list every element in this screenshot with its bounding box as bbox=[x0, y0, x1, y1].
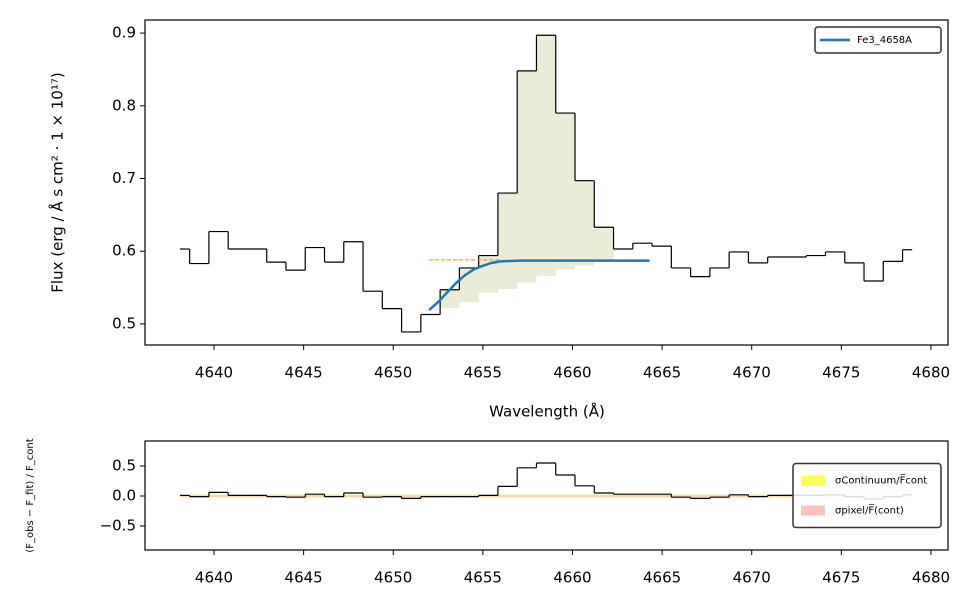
x-tick-label: 4645 bbox=[285, 569, 323, 587]
legend-frame bbox=[792, 462, 942, 529]
y-tick-label: 0.7 bbox=[112, 169, 136, 187]
x-tick-label: 4680 bbox=[912, 569, 950, 587]
x-tick-label: 4650 bbox=[374, 364, 412, 382]
error-band bbox=[179, 494, 913, 498]
y-tick-label: 0.5 bbox=[112, 457, 136, 475]
y-tick-label: 0.0 bbox=[112, 487, 136, 505]
x-tick-label: 4640 bbox=[195, 364, 233, 382]
fill-area bbox=[536, 35, 556, 276]
x-tick-label: 4660 bbox=[553, 364, 591, 382]
legend-label: σContinuum/F̅cont bbox=[835, 474, 927, 487]
x-tick-label: 4650 bbox=[374, 569, 412, 587]
x-tick-label: 4675 bbox=[822, 364, 860, 382]
fill-area bbox=[574, 180, 595, 266]
x-axis-label: Wavelength (Å) bbox=[489, 402, 605, 421]
legend-frame bbox=[814, 26, 942, 54]
axes-frame bbox=[144, 440, 949, 551]
y-tick-label: 0.9 bbox=[112, 24, 136, 42]
y-axis-label: (F_obs − F_fit) / F_cont bbox=[25, 438, 36, 552]
legend-swatch bbox=[801, 505, 825, 516]
x-tick-label: 4655 bbox=[464, 364, 502, 382]
y-tick-label: −0.5 bbox=[100, 517, 136, 535]
x-tick-label: 4665 bbox=[643, 364, 681, 382]
x-tick-label: 4660 bbox=[553, 569, 591, 587]
legend-label: Fe3_4658A bbox=[857, 35, 912, 46]
x-tick-label: 4645 bbox=[285, 364, 323, 382]
y-tick-label: 0.5 bbox=[112, 314, 136, 332]
fill-area bbox=[517, 70, 537, 283]
y-axis-label: Flux (erg / Å s cm² · 1 × 10¹⁷) bbox=[48, 72, 67, 292]
y-tick-label: 0.6 bbox=[112, 242, 136, 260]
fill-area bbox=[555, 113, 575, 270]
legend-swatch bbox=[801, 475, 825, 486]
x-tick-label: 4680 bbox=[912, 364, 950, 382]
fit-line bbox=[428, 259, 650, 312]
fill-area bbox=[440, 289, 460, 308]
fill-area bbox=[497, 193, 518, 290]
x-tick-label: 4670 bbox=[733, 364, 771, 382]
x-tick-label: 4640 bbox=[195, 569, 233, 587]
x-tick-label: 4675 bbox=[822, 569, 860, 587]
y-tick-label: 0.8 bbox=[112, 96, 136, 114]
x-tick-label: 4655 bbox=[464, 569, 502, 587]
x-tick-label: 4670 bbox=[733, 569, 771, 587]
fill-area bbox=[594, 227, 614, 263]
x-tick-label: 4665 bbox=[643, 569, 681, 587]
axes-frame bbox=[144, 19, 949, 346]
legend-label: σpixel/F̅(cont) bbox=[835, 504, 904, 517]
